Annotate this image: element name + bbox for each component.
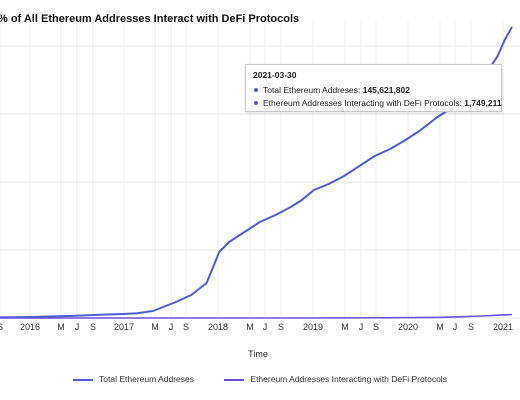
x-tick-label: 2021 — [493, 322, 513, 332]
x-tick-label: S — [468, 322, 474, 332]
x-tick-label: M — [246, 322, 254, 332]
chart-legend: Total Ethereum Addreses Ethereum Address… — [0, 374, 520, 384]
x-axis-title: Time — [248, 349, 268, 359]
tooltip-label: Total Ethereum Addreses: — [263, 85, 361, 95]
tooltip-value: 1,749,211 — [464, 98, 502, 108]
x-tick-label: J — [453, 322, 458, 332]
x-axis-ticks: S2016MJS2017MJS2018MJS2019MJS2020MJS2021 — [0, 322, 513, 332]
legend-swatch-total — [73, 378, 94, 381]
chart-title: % of All Ethereum Addresses Interact wit… — [0, 13, 300, 25]
x-tick-label: J — [169, 322, 174, 332]
x-tick-label: M — [151, 322, 159, 332]
legend-swatch-defi — [224, 378, 245, 381]
tooltip-row-defi: Ethereum Addresses Interacting with DeFi… — [253, 97, 502, 110]
tooltip-date: 2021-03-30 — [253, 70, 297, 80]
x-tick-label: M — [57, 322, 65, 332]
x-tick-label: M — [436, 322, 444, 332]
hover-tooltip: 2021-03-30 Total Ethereum Addreses: 145,… — [245, 64, 502, 112]
tooltip-label: Ethereum Addresses Interacting with DeFi… — [263, 98, 462, 108]
x-tick-label: 2019 — [303, 322, 323, 332]
x-tick-label: 2016 — [20, 322, 40, 332]
x-tick-label: S — [90, 322, 96, 332]
tooltip-row-total: Total Ethereum Addreses: 145,621,802 — [253, 84, 494, 97]
legend-label-total: Total Ethereum Addreses — [99, 374, 195, 384]
x-tick-label: 2017 — [114, 322, 134, 332]
tooltip-dot-icon — [254, 88, 258, 93]
x-tick-label: J — [263, 322, 268, 332]
series-line-defi-addresses[interactable] — [0, 313, 513, 319]
legend-item-total[interactable]: Total Ethereum Addreses — [73, 374, 194, 384]
tooltip-value: 145,621,802 — [362, 85, 410, 95]
x-tick-label: 2020 — [398, 322, 418, 332]
x-tick-label: J — [359, 322, 364, 332]
legend-item-defi[interactable]: Ethereum Addresses Interacting with DeFi… — [224, 374, 447, 384]
tooltip-dot-icon — [254, 101, 258, 106]
legend-label-defi: Ethereum Addresses Interacting with DeFi… — [250, 374, 447, 384]
x-tick-label: 2018 — [208, 322, 228, 332]
x-tick-label: M — [341, 322, 349, 332]
x-tick-label: J — [75, 322, 80, 332]
x-tick-label: S — [0, 322, 3, 332]
x-tick-label: S — [278, 322, 284, 332]
x-tick-label: S — [373, 322, 379, 332]
x-tick-label: S — [183, 322, 189, 332]
